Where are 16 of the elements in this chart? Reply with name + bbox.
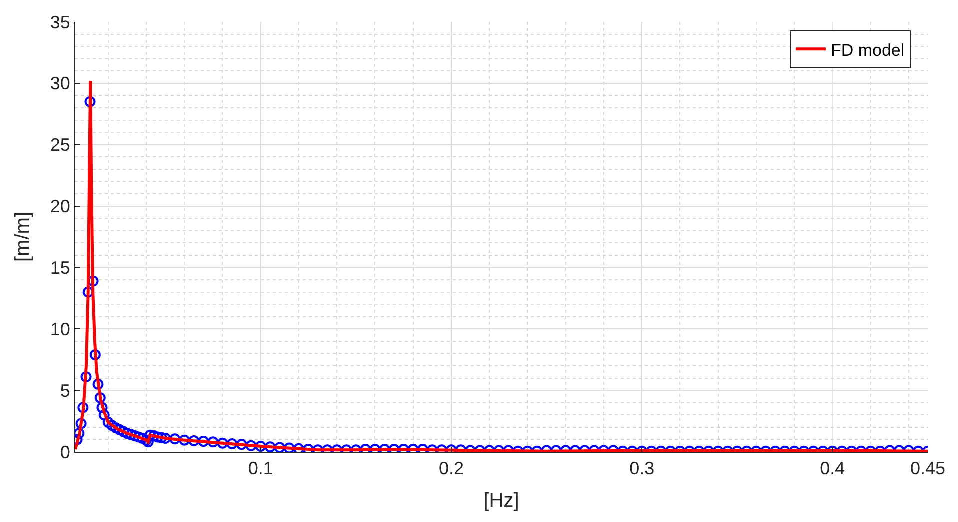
y-tick-label: 20 (50, 196, 70, 217)
y-tick-label: 0 (60, 442, 70, 462)
y-tick-label: 10 (50, 319, 70, 340)
x-tick-label: 0.4 (820, 458, 846, 479)
y-axis-title: [m/m] (12, 212, 34, 262)
y-tick-label: 15 (50, 258, 70, 278)
x-tick-label: 0.3 (630, 458, 655, 479)
y-tick-label: 25 (50, 135, 70, 156)
y-tick-label: 30 (50, 74, 70, 94)
y-tick-label: 5 (60, 380, 70, 401)
x-tick-label: 0.1 (248, 458, 274, 479)
x-axis-title: [Hz] (484, 490, 520, 512)
x-tick-label: 0.2 (438, 458, 464, 479)
y-tick-label: 35 (50, 12, 70, 32)
x-tick-label: 0.45 (910, 458, 946, 479)
legend-label: FD model (830, 40, 905, 60)
